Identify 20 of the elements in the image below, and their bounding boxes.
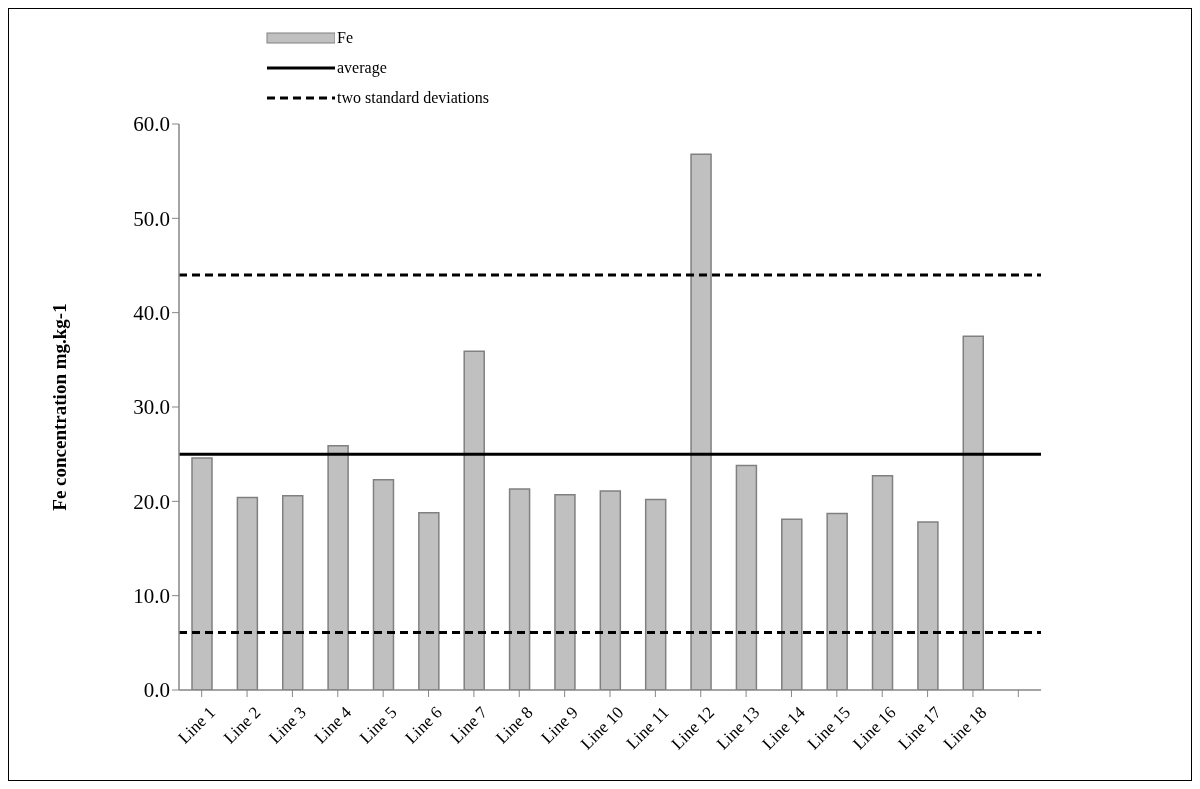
y-tick-label: 10.0 <box>133 584 170 609</box>
x-tick-label: Line 2 <box>219 702 265 748</box>
x-tick-label: Line 6 <box>401 702 446 748</box>
legend-label: average <box>337 59 387 77</box>
legend-label: Fe <box>337 29 353 47</box>
y-tick-label: 30.0 <box>133 395 170 420</box>
x-tick-label: Line 7 <box>446 702 492 748</box>
y-tick-label: 0.0 <box>143 678 170 703</box>
x-tick-label: Line 3 <box>265 702 310 748</box>
x-tick-label: Line 5 <box>355 702 401 748</box>
x-tick-label: Line 1 <box>174 702 219 748</box>
y-tick-label: 40.0 <box>133 301 170 326</box>
legend-label: two standard deviations <box>337 89 489 107</box>
x-tick-label: Line 8 <box>492 702 537 748</box>
y-axis-title: Fe concentration mg.kg-1 <box>48 303 70 511</box>
y-tick-label: 60.0 <box>133 112 170 137</box>
y-tick-label: 50.0 <box>133 206 170 231</box>
x-tick-label: Line 18 <box>939 702 991 754</box>
y-tick-label: 20.0 <box>133 489 170 514</box>
x-tick-label: Line 4 <box>310 702 356 748</box>
